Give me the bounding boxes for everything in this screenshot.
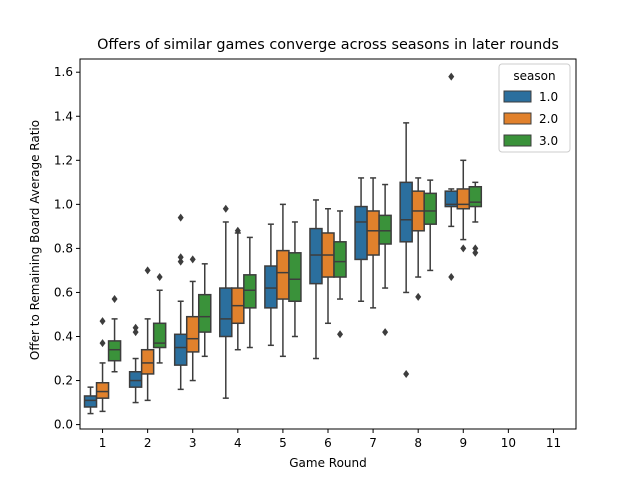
outlier-point — [472, 248, 479, 257]
y-tick-label: 0.6 — [54, 285, 73, 299]
outlier-point — [111, 295, 118, 304]
legend: season 1.0 2.0 3.0 — [498, 63, 571, 153]
box-round-9 — [468, 185, 483, 208]
axes: 0.0 0.2 0.4 0.6 0.8 1.0 1.2 1.4 1.6 1 2 3 4 5 6 7 8 9 10 11 — [54, 58, 577, 450]
x-tick-label: 10 — [501, 436, 516, 450]
x-tick-label: 7 — [369, 436, 377, 450]
x-tick-label: 8 — [414, 436, 422, 450]
box-round-1 — [83, 395, 98, 408]
box-round-9 — [456, 188, 471, 210]
box-round-7 — [354, 205, 368, 261]
x-tick-label: 3 — [189, 436, 197, 450]
box-round-3 — [185, 315, 200, 353]
outlier-point — [403, 369, 410, 378]
box-round-1 — [107, 340, 122, 362]
legend-swatch-2.0 — [503, 112, 532, 125]
box-round-2 — [152, 322, 167, 349]
x-tick-label: 5 — [279, 436, 287, 450]
outlier-point — [222, 204, 229, 213]
legend-swatch-1.0 — [503, 90, 532, 103]
x-tick-label: 2 — [144, 436, 152, 450]
outlier-point — [337, 330, 344, 339]
outlier-point — [189, 255, 196, 264]
outlier-point — [177, 253, 184, 262]
x-axis-label: Game Round — [289, 456, 367, 470]
y-tick-label: 1.4 — [54, 109, 73, 123]
box-round-5 — [288, 252, 302, 303]
box-round-1 — [95, 382, 110, 399]
box-round-6 — [333, 241, 347, 278]
outlier-point — [132, 323, 139, 332]
plot-area — [83, 72, 483, 415]
x-tick-label: 9 — [459, 436, 467, 450]
outlier-point — [132, 328, 139, 337]
x-tick-label: 4 — [234, 436, 242, 450]
x-tick-label: 1 — [99, 436, 107, 450]
legend-label-2.0: 2.0 — [539, 112, 558, 126]
y-tick-label: 0.4 — [54, 330, 73, 344]
box-round-8 — [399, 181, 413, 243]
outlier-point — [156, 273, 163, 282]
outlier-point — [472, 244, 479, 253]
chart-title: Offers of similar games converge across … — [97, 37, 559, 53]
outlier-point — [382, 328, 389, 337]
box-round-2 — [128, 370, 143, 388]
outlier-point — [99, 317, 106, 326]
outlier-point — [177, 257, 184, 266]
y-tick-label: 0.2 — [54, 374, 73, 388]
outlier-point — [415, 292, 422, 301]
y-tick-label: 1.2 — [54, 153, 73, 167]
outlier-point — [177, 213, 184, 222]
y-axis-label: Offer to Remaining Board Average Ratio — [28, 120, 42, 360]
box-round-4 — [243, 274, 257, 309]
legend-box — [498, 63, 571, 153]
series-3.0 — [107, 179, 483, 373]
box-round-2 — [140, 348, 155, 375]
box-round-7 — [366, 210, 380, 256]
box-round-4 — [219, 287, 233, 338]
outlier-point — [144, 266, 151, 275]
outlier-point — [460, 244, 467, 253]
y-tick-label: 0.8 — [54, 241, 73, 255]
series-2.0 — [95, 159, 471, 413]
outlier-point — [448, 273, 455, 282]
box-round-7 — [378, 214, 392, 245]
box-round-8 — [423, 192, 437, 225]
legend-label-3.0: 3.0 — [539, 134, 558, 148]
box-round-5 — [276, 249, 290, 300]
box-round-6 — [309, 227, 323, 285]
x-tick-label: 6 — [324, 436, 332, 450]
y-tick-label: 1.6 — [54, 65, 73, 79]
legend-swatch-3.0 — [503, 134, 532, 147]
box-round-3 — [197, 293, 212, 333]
series-1.0 — [83, 72, 459, 415]
outlier-point — [234, 226, 241, 235]
box-round-3 — [173, 333, 188, 366]
legend-label-1.0: 1.0 — [539, 90, 558, 104]
outlier-point — [448, 72, 455, 81]
x-tick-label: 11 — [546, 436, 561, 450]
y-tick-label: 1.0 — [54, 197, 73, 211]
y-tick-label: 0.0 — [54, 418, 73, 432]
legend-title: season — [513, 69, 555, 83]
outlier-point — [99, 339, 106, 348]
box-round-5 — [264, 265, 278, 309]
